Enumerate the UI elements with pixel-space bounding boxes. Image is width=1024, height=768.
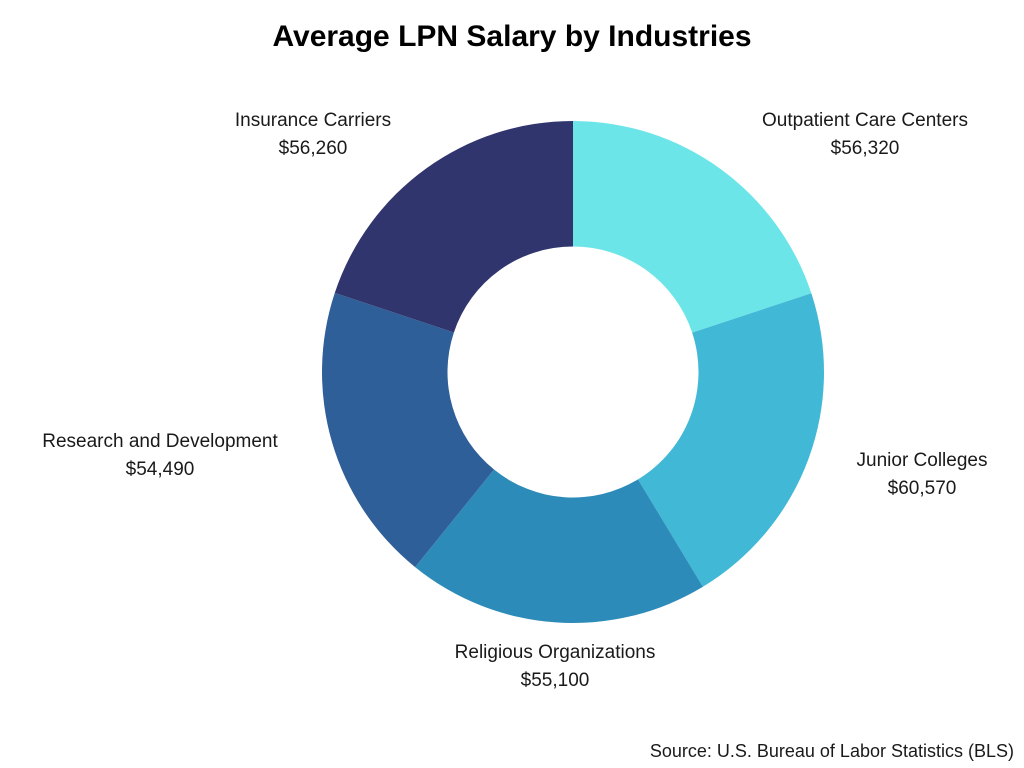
slice-label-research-and-development: Research and Development $54,490 <box>42 428 278 484</box>
slice-label-text: Research and Development <box>42 431 278 452</box>
slice-label-junior-colleges: Junior Colleges $60,570 <box>857 447 988 503</box>
slice-label-religious-organizations: Religious Organizations $55,100 <box>455 639 656 695</box>
slice-label-text: Religious Organizations <box>454 642 656 663</box>
slice-label-text: Insurance Carriers <box>234 110 392 131</box>
donut-chart <box>322 121 825 624</box>
slice-label-value: $54,490 <box>125 459 195 480</box>
slice-label-text: Outpatient Care Centers <box>762 110 968 131</box>
slice-label-value: $60,570 <box>887 478 957 499</box>
slice-label-value: $56,320 <box>830 138 900 159</box>
slice-label-insurance-carriers: Insurance Carriers $56,260 <box>235 107 391 163</box>
slice-label-text: Junior Colleges <box>856 450 988 471</box>
donut-segment-research-and-development <box>322 292 495 568</box>
slice-label-outpatient-care-centers: Outpatient Care Centers $56,320 <box>762 107 968 163</box>
donut-segment-outpatient-care-centers <box>573 121 812 333</box>
donut-segment-junior-colleges <box>637 293 825 587</box>
chart-title: Average LPN Salary by Industries <box>272 20 752 53</box>
donut-segment-religious-organizations <box>415 469 703 624</box>
slice-label-value: $55,100 <box>520 670 590 691</box>
slice-label-value: $56,260 <box>278 138 348 159</box>
donut-segment-insurance-carriers <box>334 121 573 333</box>
source-attribution: Source: U.S. Bureau of Labor Statistics … <box>649 741 1014 761</box>
